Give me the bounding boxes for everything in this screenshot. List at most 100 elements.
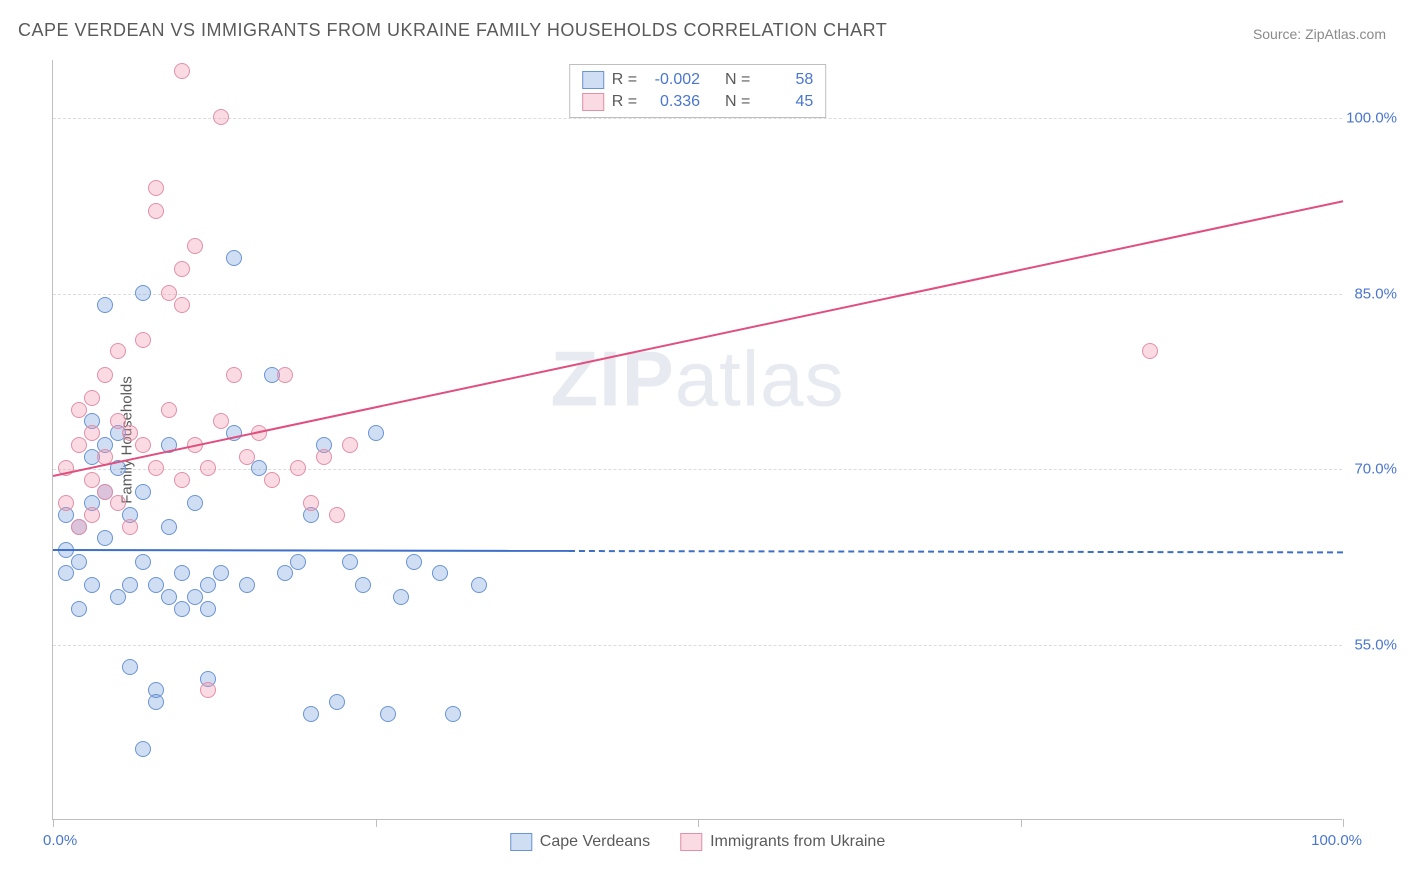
legend-bottom: Cape Verdeans Immigrants from Ukraine — [510, 833, 885, 851]
n-label: N = — [725, 71, 750, 89]
data-point — [251, 460, 267, 476]
y-tick-label: 100.0% — [1346, 110, 1397, 127]
data-point — [264, 472, 280, 488]
data-point — [303, 495, 319, 511]
data-point — [303, 706, 319, 722]
data-point — [148, 577, 164, 593]
data-point — [342, 554, 358, 570]
data-point — [161, 402, 177, 418]
data-point — [226, 250, 242, 266]
data-point — [110, 495, 126, 511]
data-point — [393, 589, 409, 605]
n-value: 58 — [758, 71, 813, 89]
data-point — [174, 565, 190, 581]
data-point — [239, 577, 255, 593]
data-point — [213, 109, 229, 125]
data-point — [122, 425, 138, 441]
x-tick — [376, 819, 377, 827]
n-value: 45 — [758, 93, 813, 111]
data-point — [200, 460, 216, 476]
data-point — [97, 367, 113, 383]
x-tick-label: 0.0% — [43, 832, 77, 849]
trend-line — [569, 550, 1343, 553]
y-tick-label: 70.0% — [1354, 461, 1397, 478]
data-point — [161, 589, 177, 605]
data-point — [84, 425, 100, 441]
data-point — [174, 261, 190, 277]
trend-line — [53, 200, 1343, 477]
data-point — [110, 589, 126, 605]
chart-title: CAPE VERDEAN VS IMMIGRANTS FROM UKRAINE … — [18, 20, 887, 41]
scatter-plot: Family Households R = -0.002 N = 58 R = … — [52, 60, 1342, 820]
legend-swatch-icon — [510, 833, 532, 851]
y-tick-label: 85.0% — [1354, 285, 1397, 302]
r-value: 0.336 — [645, 93, 700, 111]
data-point — [213, 413, 229, 429]
data-point — [174, 601, 190, 617]
data-point — [148, 203, 164, 219]
data-point — [200, 577, 216, 593]
data-point — [290, 460, 306, 476]
data-point — [432, 565, 448, 581]
correlation-legend: R = -0.002 N = 58 R = 0.336 N = 45 — [569, 64, 827, 118]
data-point — [135, 554, 151, 570]
x-tick — [1343, 819, 1344, 827]
watermark: ZIPatlas — [550, 333, 844, 424]
data-point — [122, 659, 138, 675]
data-point — [148, 180, 164, 196]
data-point — [161, 285, 177, 301]
data-point — [200, 682, 216, 698]
data-point — [187, 238, 203, 254]
data-point — [316, 449, 332, 465]
legend-item: Cape Verdeans — [510, 833, 650, 851]
data-point — [135, 484, 151, 500]
data-point — [471, 577, 487, 593]
correlation-row: R = 0.336 N = 45 — [578, 91, 818, 113]
data-point — [110, 413, 126, 429]
r-value: -0.002 — [645, 71, 700, 89]
data-point — [380, 706, 396, 722]
data-point — [84, 577, 100, 593]
grid-line — [53, 294, 1342, 295]
data-point — [97, 530, 113, 546]
data-point — [110, 343, 126, 359]
data-point — [342, 437, 358, 453]
data-point — [135, 285, 151, 301]
x-tick — [53, 819, 54, 827]
correlation-row: R = -0.002 N = 58 — [578, 69, 818, 91]
data-point — [58, 565, 74, 581]
data-point — [71, 519, 87, 535]
data-point — [1142, 343, 1158, 359]
x-tick — [1021, 819, 1022, 827]
legend-item: Immigrants from Ukraine — [680, 833, 885, 851]
grid-line — [53, 118, 1342, 119]
legend-swatch-icon — [680, 833, 702, 851]
data-point — [135, 332, 151, 348]
data-point — [277, 367, 293, 383]
data-point — [71, 402, 87, 418]
data-point — [355, 577, 371, 593]
grid-line — [53, 645, 1342, 646]
data-point — [445, 706, 461, 722]
data-point — [226, 367, 242, 383]
data-point — [71, 554, 87, 570]
trend-line — [53, 549, 569, 552]
n-label: N = — [725, 93, 750, 111]
series-swatch-icon — [582, 71, 604, 89]
y-tick-label: 55.0% — [1354, 636, 1397, 653]
data-point — [84, 390, 100, 406]
data-point — [97, 297, 113, 313]
data-point — [239, 449, 255, 465]
data-point — [58, 495, 74, 511]
data-point — [84, 472, 100, 488]
r-label: R = — [612, 71, 637, 89]
source-label: Source: ZipAtlas.com — [1253, 26, 1386, 42]
data-point — [406, 554, 422, 570]
legend-label: Immigrants from Ukraine — [710, 833, 885, 851]
data-point — [148, 694, 164, 710]
data-point — [174, 297, 190, 313]
data-point — [148, 460, 164, 476]
data-point — [135, 437, 151, 453]
data-point — [122, 577, 138, 593]
data-point — [174, 472, 190, 488]
